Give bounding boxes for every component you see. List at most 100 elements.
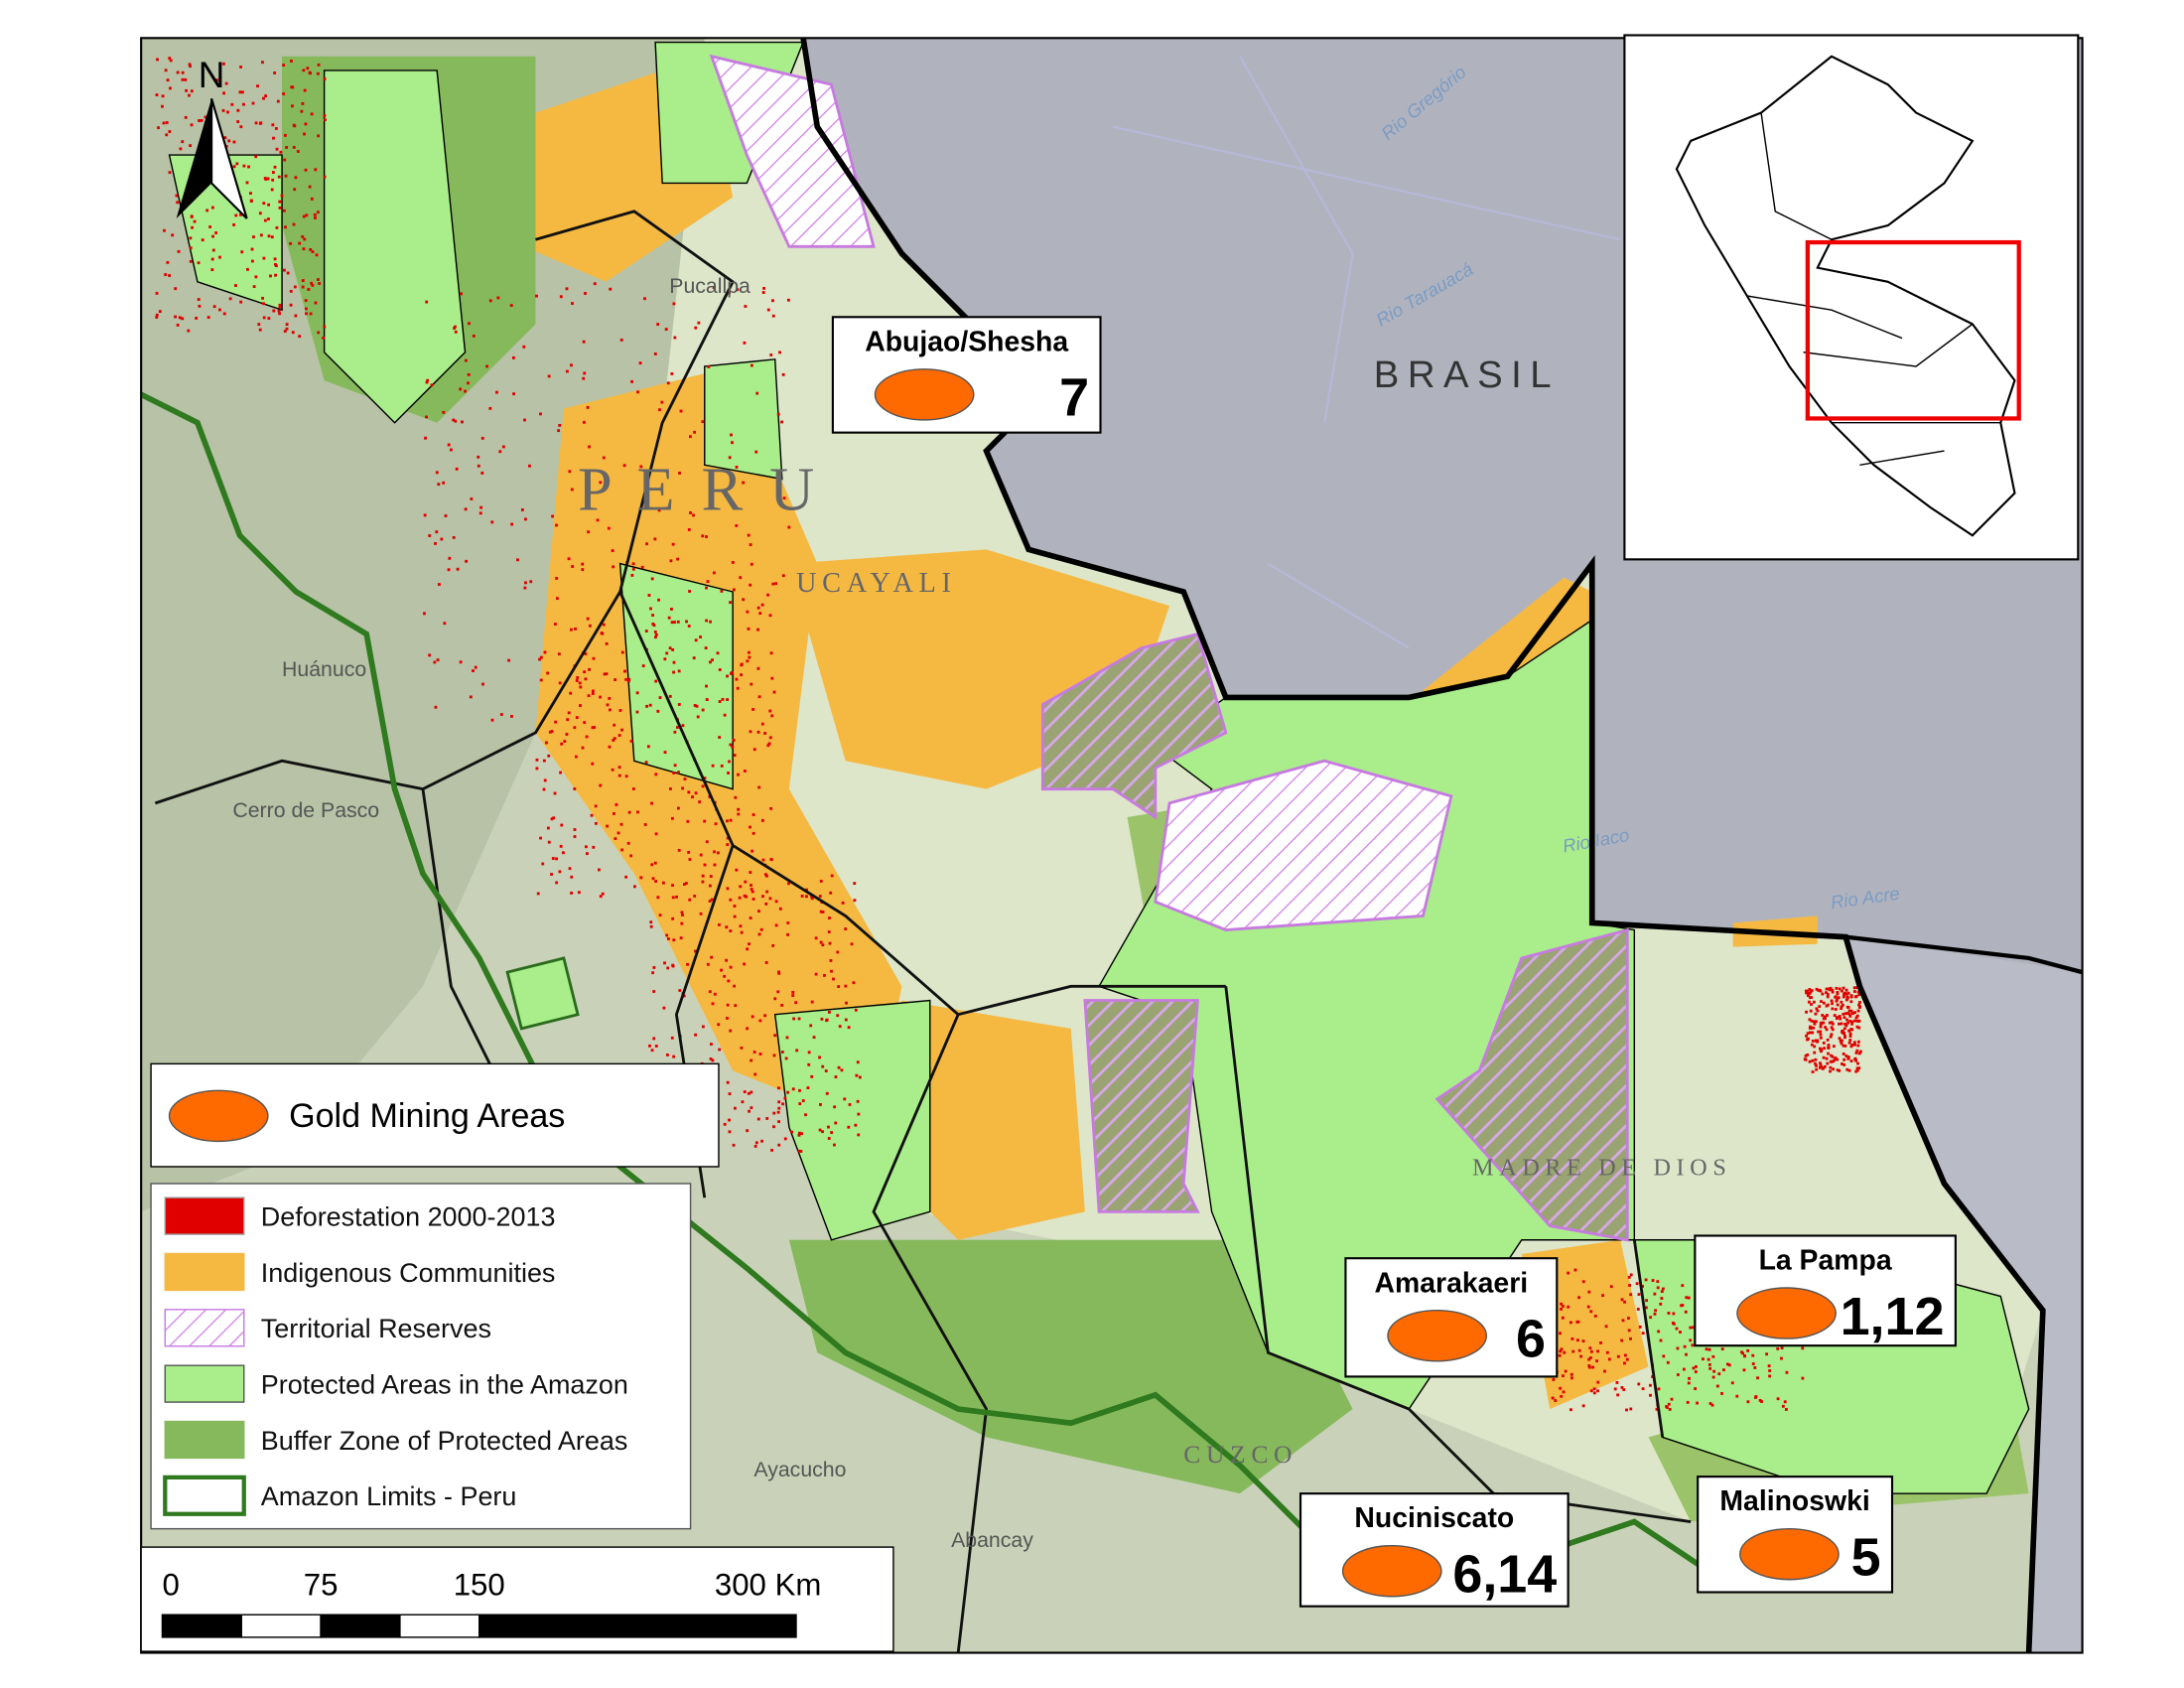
deforestation-dot (555, 857, 558, 861)
deforestation-dot (753, 1144, 757, 1148)
deforestation-dot (190, 123, 194, 127)
deforestation-dot (832, 977, 835, 981)
deforestation-dot (1758, 1398, 1762, 1402)
deforestation-dot (1858, 1050, 1862, 1054)
deforestation-dot (546, 671, 550, 675)
deforestation-dot (1837, 996, 1841, 1000)
deforestation-dot (1831, 1002, 1834, 1006)
gold-legend: Gold Mining Areas (150, 1062, 720, 1168)
deforestation-dot (472, 334, 476, 338)
deforestation-dot (677, 848, 681, 852)
deforestation-dot (585, 852, 589, 856)
deforestation-dot (273, 165, 277, 169)
deforestation-dot (168, 57, 172, 61)
deforestation-dot (270, 188, 274, 192)
deforestation-dot (1856, 1020, 1860, 1023)
deforestation-dot (654, 679, 658, 683)
deforestation-dot (730, 433, 733, 437)
deforestation-dot (322, 336, 325, 340)
deforestation-dot (768, 897, 772, 901)
deforestation-dot (750, 363, 753, 367)
deforestation-dot (442, 481, 446, 485)
deforestation-dot (551, 514, 555, 518)
deforestation-dot (523, 418, 526, 422)
deforestation-dot (306, 67, 310, 70)
deforestation-dot (591, 689, 595, 693)
deforestation-dot (1836, 1057, 1840, 1061)
deforestation-dot (614, 837, 617, 841)
deforestation-dot (308, 185, 312, 189)
department-border (154, 210, 1692, 1653)
deforestation-dot (684, 882, 688, 885)
deforestation-dot (447, 443, 451, 447)
deforestation-dot (470, 497, 474, 500)
deforestation-dot (747, 1091, 751, 1095)
deforestation-dot (1843, 1016, 1846, 1020)
deforestation-dot (571, 565, 575, 568)
deforestation-dot (155, 93, 159, 97)
deforestation-dot (459, 387, 463, 391)
deforestation-dot (1830, 1021, 1834, 1025)
deforestation-dot (791, 1087, 795, 1091)
deforestation-dot (726, 1017, 729, 1020)
deforestation-dot (729, 601, 733, 605)
place-label: Huánuco (282, 657, 366, 681)
deforestation-dot (675, 726, 679, 729)
deforestation-dot (653, 352, 657, 355)
deforestation-dot (1554, 1399, 1558, 1402)
deforestation-dot (443, 622, 447, 626)
deforestation-dot (677, 703, 681, 706)
deforestation-dot (464, 389, 467, 393)
deforestation-dot (232, 140, 236, 144)
deforestation-dot (623, 669, 626, 673)
deforestation-dot (654, 633, 658, 636)
deforestation-dot (282, 64, 286, 67)
deforestation-dot (465, 358, 468, 362)
deforestation-dot (827, 930, 831, 933)
deforestation-dot (156, 58, 159, 62)
deforestation-dot (1811, 1058, 1815, 1062)
deforestation-dot (1622, 1388, 1626, 1391)
deforestation-dot (664, 328, 668, 332)
deforestation-dot (440, 537, 444, 541)
deforestation-dot (740, 930, 744, 934)
deforestation-dot (1765, 1352, 1769, 1356)
deforestation-dot (718, 668, 722, 671)
deforestation-dot (267, 217, 270, 220)
deforestation-dot (699, 635, 702, 638)
deforestation-dot (1844, 988, 1848, 992)
deforestation-dot (1849, 1009, 1853, 1013)
deforestation-dot (1845, 995, 1849, 999)
deforestation-dot (1625, 1408, 1628, 1412)
deforestation-dot (1708, 1402, 1712, 1405)
deforestation-dot (459, 660, 463, 664)
deforestation-dot (620, 728, 623, 732)
deforestation-dot (586, 405, 590, 409)
deforestation-dot (1852, 986, 1856, 990)
deforestation-dot (673, 336, 677, 340)
deforestation-dot (1629, 1336, 1632, 1340)
deforestation-dot (510, 715, 513, 718)
deforestation-dot (1667, 1402, 1671, 1406)
deforestation-dot (640, 565, 644, 569)
deforestation-dot (712, 571, 716, 575)
deforestation-dot (1825, 1028, 1829, 1032)
deforestation-dot (1850, 1022, 1853, 1026)
deforestation-dot (1832, 1067, 1835, 1071)
legend-label: Buffer Zone of Protected Areas (261, 1426, 628, 1456)
north-arrow: N (176, 55, 248, 219)
deforestation-dot (245, 267, 249, 271)
deforestation-dot (750, 682, 753, 686)
deforestation-dot (599, 695, 602, 699)
scale-label: 75 (304, 1567, 339, 1602)
deforestation-dot (276, 99, 280, 103)
deforestation-dot (1812, 1000, 1816, 1004)
deforestation-dot (181, 140, 185, 144)
deforestation-dot (535, 294, 538, 298)
deforestation-dot (236, 108, 240, 112)
deforestation-dot (810, 1074, 814, 1078)
deforestation-dot (718, 1048, 722, 1052)
deforestation-dot (274, 127, 278, 130)
deforestation-dot (1852, 1041, 1856, 1045)
legend-label: Gold Mining Areas (289, 1097, 565, 1135)
